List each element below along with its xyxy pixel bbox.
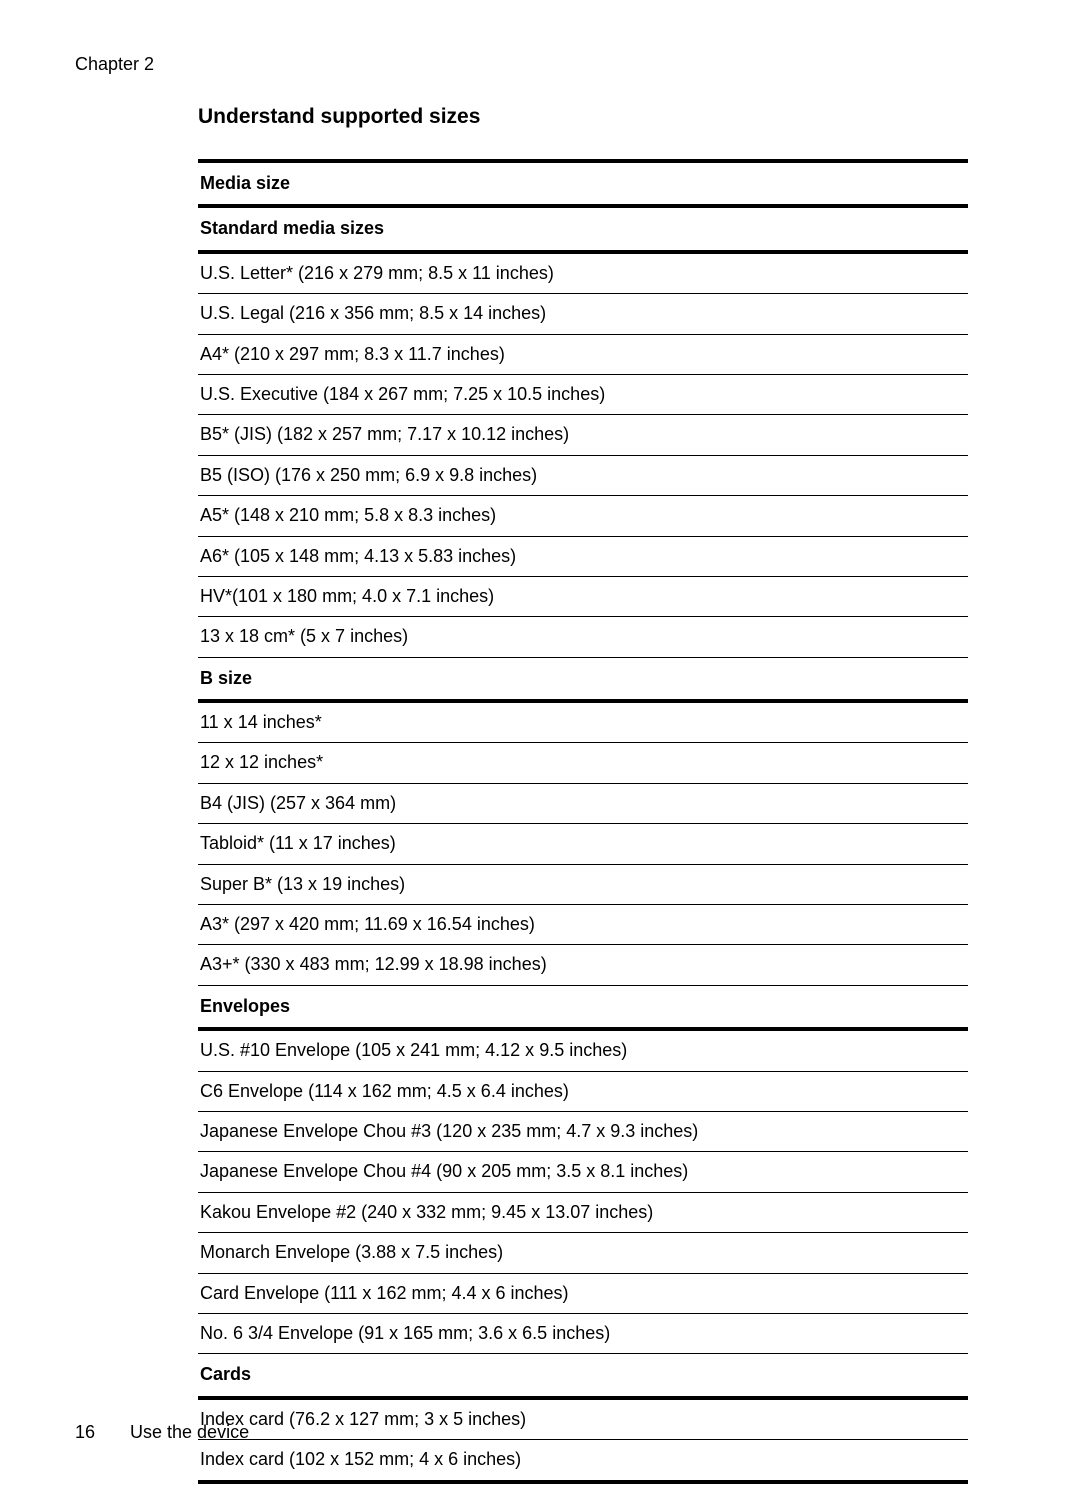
table-row: U.S. Legal (216 x 356 mm; 8.5 x 14 inche…	[198, 294, 968, 334]
table-row: B5 (ISO) (176 x 250 mm; 6.9 x 9.8 inches…	[198, 456, 968, 496]
table-row: Super B* (13 x 19 inches)	[198, 865, 968, 905]
table-row: B5* (JIS) (182 x 257 mm; 7.17 x 10.12 in…	[198, 415, 968, 455]
section-header: B size	[198, 658, 968, 703]
table-row: U.S. #10 Envelope (105 x 241 mm; 4.12 x …	[198, 1031, 968, 1071]
table-row: B4 (JIS) (257 x 364 mm)	[198, 784, 968, 824]
table-row: 12 x 12 inches*	[198, 743, 968, 783]
table-row: A6* (105 x 148 mm; 4.13 x 5.83 inches)	[198, 537, 968, 577]
table-row: 11 x 14 inches*	[198, 703, 968, 743]
table-row: HV*(101 x 180 mm; 4.0 x 7.1 inches)	[198, 577, 968, 617]
table-row: A3+* (330 x 483 mm; 12.99 x 18.98 inches…	[198, 945, 968, 985]
section-header: Envelopes	[198, 986, 968, 1031]
table-row: Japanese Envelope Chou #4 (90 x 205 mm; …	[198, 1152, 968, 1192]
table-row: Card Envelope (111 x 162 mm; 4.4 x 6 inc…	[198, 1274, 968, 1314]
section-header: Standard media sizes	[198, 208, 968, 253]
page-number: 16	[75, 1422, 125, 1443]
table-row: A5* (148 x 210 mm; 5.8 x 8.3 inches)	[198, 496, 968, 536]
media-size-table: Media size Standard media sizes U.S. Let…	[198, 159, 968, 1484]
content-area: Understand supported sizes Media size St…	[198, 105, 968, 1484]
table-row: C6 Envelope (114 x 162 mm; 4.5 x 6.4 inc…	[198, 1072, 968, 1112]
document-page: Chapter 2 Understand supported sizes Med…	[0, 0, 1080, 1495]
section-header: Cards	[198, 1354, 968, 1399]
table-row: Tabloid* (11 x 17 inches)	[198, 824, 968, 864]
table-row: Japanese Envelope Chou #3 (120 x 235 mm;…	[198, 1112, 968, 1152]
table-header: Media size	[198, 163, 968, 208]
table-row: A4* (210 x 297 mm; 8.3 x 11.7 inches)	[198, 335, 968, 375]
section-title: Understand supported sizes	[198, 105, 968, 129]
table-row: U.S. Letter* (216 x 279 mm; 8.5 x 11 inc…	[198, 254, 968, 294]
table-row: Index card (102 x 152 mm; 4 x 6 inches)	[198, 1440, 968, 1479]
table-row: Monarch Envelope (3.88 x 7.5 inches)	[198, 1233, 968, 1273]
table-row: U.S. Executive (184 x 267 mm; 7.25 x 10.…	[198, 375, 968, 415]
table-row: A3* (297 x 420 mm; 11.69 x 16.54 inches)	[198, 905, 968, 945]
table-row: 13 x 18 cm* (5 x 7 inches)	[198, 617, 968, 657]
table-row: Index card (76.2 x 127 mm; 3 x 5 inches)	[198, 1400, 968, 1440]
footer-text: Use the device	[130, 1422, 249, 1442]
table-row: No. 6 3/4 Envelope (91 x 165 mm; 3.6 x 6…	[198, 1314, 968, 1354]
table-row: Kakou Envelope #2 (240 x 332 mm; 9.45 x …	[198, 1193, 968, 1233]
chapter-label: Chapter 2	[75, 54, 154, 75]
page-footer: 16 Use the device	[75, 1422, 249, 1443]
